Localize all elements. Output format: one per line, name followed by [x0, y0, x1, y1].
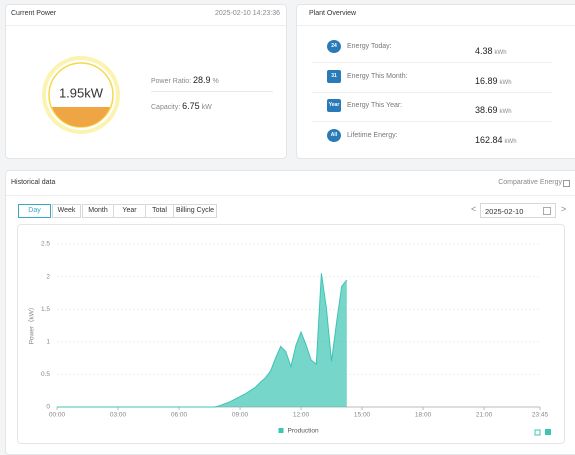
tab[interactable]: Total	[145, 204, 174, 218]
chart: 0 0.5 1 1.5 2 2.5 00:00 03:00 06:00 09:00 12:00 15:…	[28, 241, 551, 436]
tab[interactable]: Month	[82, 204, 114, 218]
row-value: 16.89 kWh	[475, 71, 512, 89]
row-icon: 24	[327, 40, 341, 53]
x-tick-label: 12:00	[293, 412, 310, 419]
unit: kWh	[499, 109, 512, 115]
legend-label: Production	[288, 428, 319, 435]
comparative-energy[interactable]: Comparative Energy	[498, 179, 562, 186]
gauge-value: 1.95kW	[59, 85, 104, 100]
legend-swatch	[278, 428, 284, 433]
unit: kWh	[499, 79, 512, 86]
row-label: Energy Today:	[347, 43, 392, 50]
x-tick-label: 09:00	[232, 412, 249, 419]
plant-overview-card: Plant Overview 24 Energy Today: 4.38 kWh 31 E…	[296, 4, 575, 159]
tab[interactable]: Day	[18, 204, 51, 218]
divider	[151, 91, 273, 92]
x-tick-label: 15:00	[354, 412, 371, 419]
row-value: 38.69 kWh	[475, 100, 512, 118]
row-icon: 31	[327, 69, 341, 83]
unit: kW	[201, 104, 212, 111]
value: 6.75	[182, 101, 200, 111]
area-fill	[57, 273, 347, 407]
y-tick-label: 0	[46, 404, 50, 411]
x-tick-label: 06:00	[171, 412, 188, 419]
row-divider	[312, 62, 552, 63]
value: 16.89	[475, 75, 498, 86]
capacity: Capacity: 6.75 kW	[151, 101, 212, 111]
card-title: Historical data	[11, 179, 56, 186]
unit: %	[212, 78, 219, 85]
unit: kWh	[494, 50, 507, 56]
power-ratio: Power Ratio: 28.9 %	[151, 75, 219, 85]
current-power-card: Current Power 2025-02-10 14:23:36 1.95kW…	[5, 4, 287, 159]
card-header	[6, 171, 575, 196]
card-header	[6, 5, 286, 26]
card-title: Current Power	[11, 10, 57, 17]
row-value: 4.38 kWh	[475, 41, 507, 59]
row-label: Lifetime Energy:	[347, 131, 398, 139]
row-divider	[312, 91, 552, 93]
row-divider	[312, 121, 552, 122]
x-tick-label: 18:00	[415, 412, 432, 419]
gauge: 1.95kW	[42, 56, 120, 134]
unit: kWh	[504, 138, 517, 145]
y-tick-label: 0.5	[41, 371, 50, 378]
card-header	[297, 5, 575, 26]
area-line	[57, 273, 348, 408]
checkbox[interactable]	[563, 180, 570, 187]
next-date[interactable]: >	[561, 204, 567, 214]
value: 162.84	[475, 134, 503, 145]
prev-date[interactable]: <	[471, 204, 477, 214]
value: 28.9	[193, 75, 211, 85]
timestamp: 2025-02-10 14:23:36	[215, 10, 280, 17]
label: Capacity:	[151, 104, 181, 111]
row-icon: All	[327, 128, 341, 142]
tab[interactable]: Week	[52, 204, 81, 218]
y-tick-label: 1	[46, 339, 50, 346]
tab[interactable]: Billing Cycle	[173, 204, 217, 218]
date: 2025-02-10	[485, 207, 524, 216]
y-tick-label: 1.5	[41, 306, 50, 313]
label: Power Ratio:	[151, 78, 192, 85]
row-label: Energy This Month:	[347, 72, 408, 80]
download-icon	[534, 429, 541, 436]
value: 38.69	[475, 105, 498, 115]
y-tick-label: 2.5	[41, 241, 50, 248]
x-tick-label: 00:00	[49, 412, 66, 419]
value: 4.38	[475, 46, 493, 56]
tab[interactable]: Year	[113, 204, 146, 218]
row-label: Energy This Year:	[347, 102, 403, 109]
y-tick-label: 2	[46, 273, 50, 280]
y-axis-label: Power（kW）	[28, 304, 36, 345]
x-tick-label: 03:00	[110, 412, 127, 419]
row-icon: Year	[327, 99, 341, 112]
date-picker[interactable]: 2025-02-10	[480, 203, 556, 218]
x-tick-label: 23:45	[532, 412, 549, 419]
row-value: 162.84 kWh	[475, 130, 517, 148]
calendar-icon	[543, 207, 551, 215]
x-tick-label: 21:00	[476, 412, 493, 419]
card-title: Plant Overview	[309, 10, 357, 17]
table-icon	[545, 429, 551, 435]
